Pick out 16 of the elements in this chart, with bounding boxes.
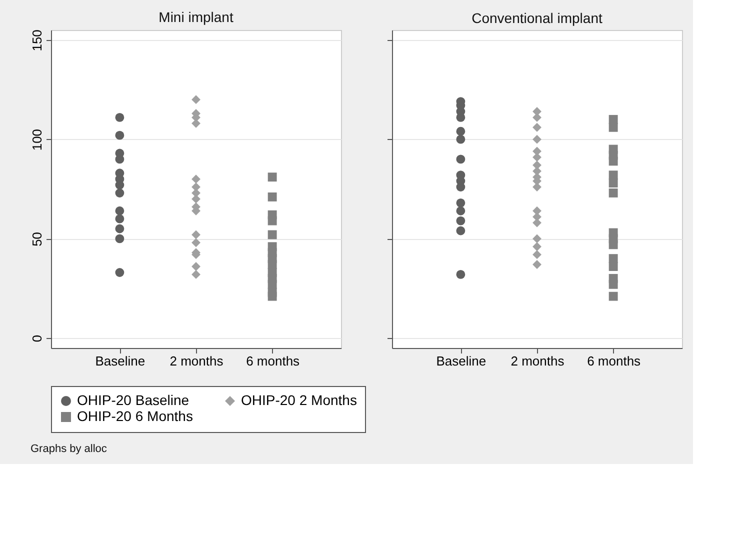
- x-tick-label: 6 months: [587, 354, 642, 368]
- x-tick-label: 2 months: [170, 354, 224, 368]
- y-tick-label: 0: [30, 334, 44, 342]
- x-tick-label: 2 months: [510, 354, 565, 368]
- y-tick-label: 150: [30, 30, 44, 52]
- chart-title: Mini implant: [158, 9, 234, 26]
- x-tick-label: Baseline: [436, 354, 486, 368]
- x-tick-label: Baseline: [95, 354, 146, 368]
- x-tick-label: 6 months: [246, 354, 300, 368]
- legend-label: OHIP-20 6 Months: [77, 408, 193, 424]
- text: Graphs by alloc: [30, 443, 108, 455]
- y-tick-label: 50: [30, 232, 44, 246]
- legend-label: OHIP-20 Baseline: [77, 392, 190, 408]
- y-tick-label: 100: [30, 128, 44, 151]
- legend-label: OHIP-20 2 Months: [241, 392, 357, 408]
- chart-title: Conventional implant: [472, 10, 602, 26]
